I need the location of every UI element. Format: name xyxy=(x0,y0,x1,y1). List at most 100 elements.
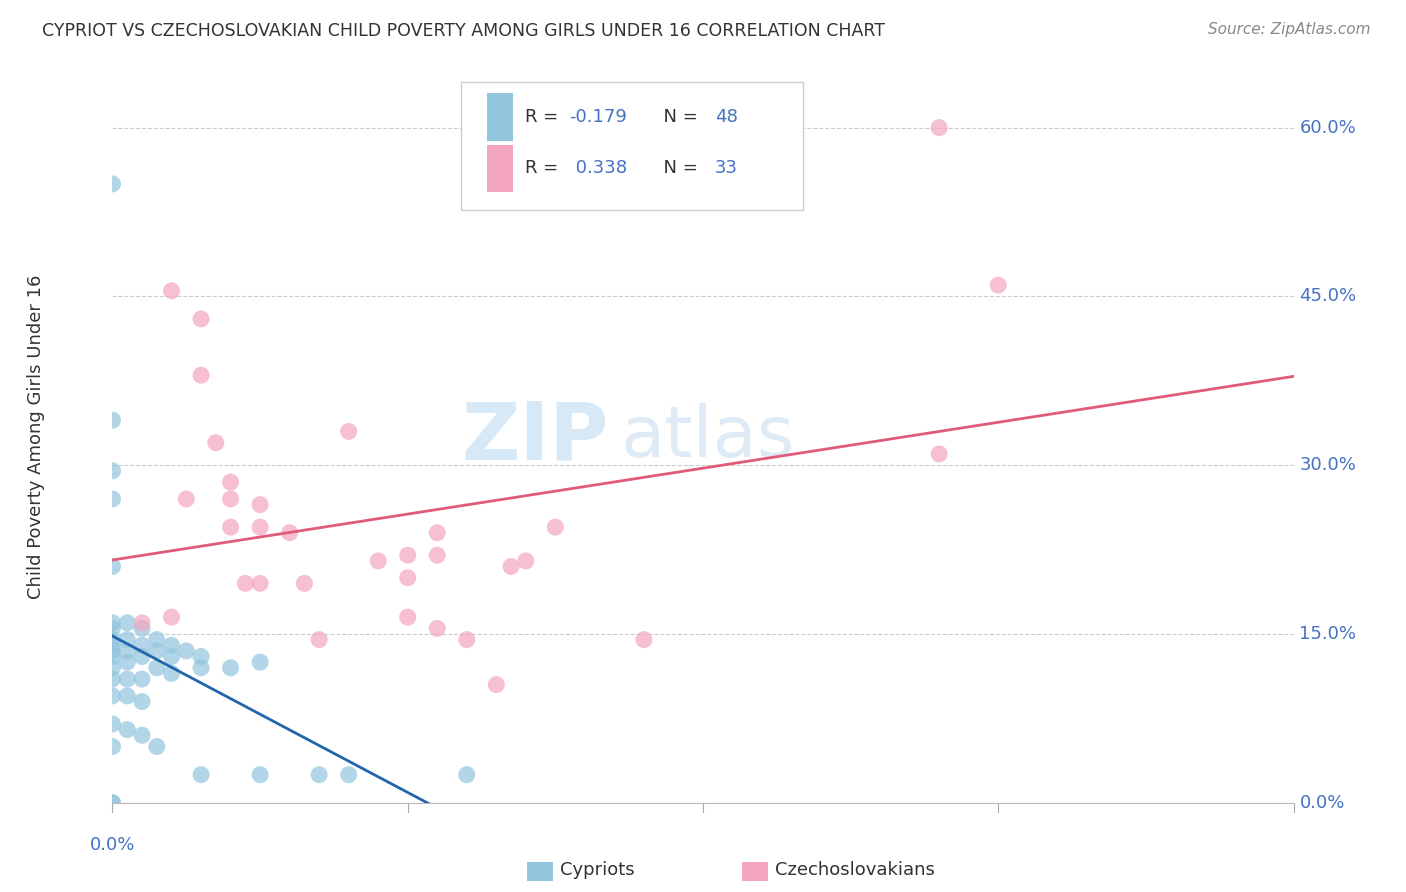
Point xyxy=(928,447,950,461)
Point xyxy=(205,435,228,450)
Text: Child Poverty Among Girls Under 16: Child Poverty Among Girls Under 16 xyxy=(27,275,45,599)
Text: 30.0%: 30.0% xyxy=(1299,456,1357,475)
Text: N =: N = xyxy=(652,108,704,126)
Text: R =: R = xyxy=(524,108,564,126)
Text: 0.338: 0.338 xyxy=(569,159,627,177)
Point xyxy=(396,610,419,624)
Point xyxy=(249,576,271,591)
Point xyxy=(101,717,124,731)
Point xyxy=(117,644,138,658)
Point xyxy=(117,615,138,630)
Point xyxy=(160,610,183,624)
Text: 60.0%: 60.0% xyxy=(1299,119,1357,136)
Point xyxy=(515,554,537,568)
Point xyxy=(987,278,1010,293)
Point xyxy=(633,632,655,647)
Point xyxy=(131,649,153,664)
Point xyxy=(146,632,169,647)
Text: atlas: atlas xyxy=(620,402,794,472)
Text: Czechoslovakians: Czechoslovakians xyxy=(775,861,935,879)
Point xyxy=(117,672,138,686)
Point xyxy=(101,661,124,675)
Point xyxy=(101,559,124,574)
Text: 48: 48 xyxy=(714,108,738,126)
Point xyxy=(190,312,212,326)
Point xyxy=(101,689,124,703)
Point xyxy=(146,661,169,675)
Point xyxy=(146,739,169,754)
Point xyxy=(160,649,183,664)
Text: Cypriots: Cypriots xyxy=(560,861,634,879)
Point xyxy=(101,739,124,754)
Point xyxy=(101,464,124,478)
FancyBboxPatch shape xyxy=(486,94,513,141)
Point xyxy=(101,621,124,635)
Point xyxy=(131,672,153,686)
Text: 45.0%: 45.0% xyxy=(1299,287,1357,305)
Point xyxy=(160,666,183,681)
Point xyxy=(101,413,124,427)
Point xyxy=(308,632,330,647)
Text: -0.179: -0.179 xyxy=(569,108,627,126)
Point xyxy=(101,632,124,647)
Point xyxy=(249,520,271,534)
Point xyxy=(117,632,138,647)
Point xyxy=(190,767,212,781)
Point xyxy=(219,491,242,506)
Point xyxy=(131,638,153,652)
Point xyxy=(544,520,567,534)
FancyBboxPatch shape xyxy=(486,145,513,192)
Point xyxy=(101,491,124,506)
Point xyxy=(456,632,478,647)
Point xyxy=(485,678,508,692)
Point xyxy=(101,638,124,652)
FancyBboxPatch shape xyxy=(461,82,803,211)
Text: 15.0%: 15.0% xyxy=(1299,625,1357,643)
Point xyxy=(101,649,124,664)
Text: CYPRIOT VS CZECHOSLOVAKIAN CHILD POVERTY AMONG GIRLS UNDER 16 CORRELATION CHART: CYPRIOT VS CZECHOSLOVAKIAN CHILD POVERTY… xyxy=(42,22,886,40)
Point xyxy=(146,644,169,658)
Point xyxy=(117,689,138,703)
Point xyxy=(117,655,138,669)
Point xyxy=(101,615,124,630)
Text: R =: R = xyxy=(524,159,564,177)
Point xyxy=(501,559,523,574)
Point xyxy=(396,571,419,585)
Text: ZIP: ZIP xyxy=(461,398,609,476)
Text: Source: ZipAtlas.com: Source: ZipAtlas.com xyxy=(1208,22,1371,37)
Point xyxy=(174,491,197,506)
Point xyxy=(160,638,183,652)
Point xyxy=(292,576,315,591)
Point xyxy=(278,525,301,540)
Point xyxy=(396,548,419,562)
Point xyxy=(233,576,256,591)
Point xyxy=(131,621,153,635)
Point xyxy=(101,644,124,658)
Point xyxy=(249,655,271,669)
Point xyxy=(426,621,449,635)
Point xyxy=(249,767,271,781)
Point xyxy=(190,649,212,664)
Point xyxy=(101,796,124,810)
Point xyxy=(131,615,153,630)
Text: 0.0%: 0.0% xyxy=(90,836,135,854)
Point xyxy=(190,368,212,383)
Point xyxy=(337,425,360,439)
Point xyxy=(249,498,271,512)
Point xyxy=(219,520,242,534)
Point xyxy=(131,694,153,708)
Text: 33: 33 xyxy=(714,159,738,177)
Text: 0.0%: 0.0% xyxy=(1299,794,1344,812)
Text: N =: N = xyxy=(652,159,704,177)
Point xyxy=(426,525,449,540)
Point xyxy=(456,767,478,781)
Point xyxy=(160,284,183,298)
Point xyxy=(131,728,153,742)
Point xyxy=(174,644,197,658)
Point xyxy=(928,120,950,135)
Point xyxy=(367,554,389,568)
Point xyxy=(190,661,212,675)
Point xyxy=(117,723,138,737)
Point xyxy=(219,661,242,675)
Point xyxy=(308,767,330,781)
